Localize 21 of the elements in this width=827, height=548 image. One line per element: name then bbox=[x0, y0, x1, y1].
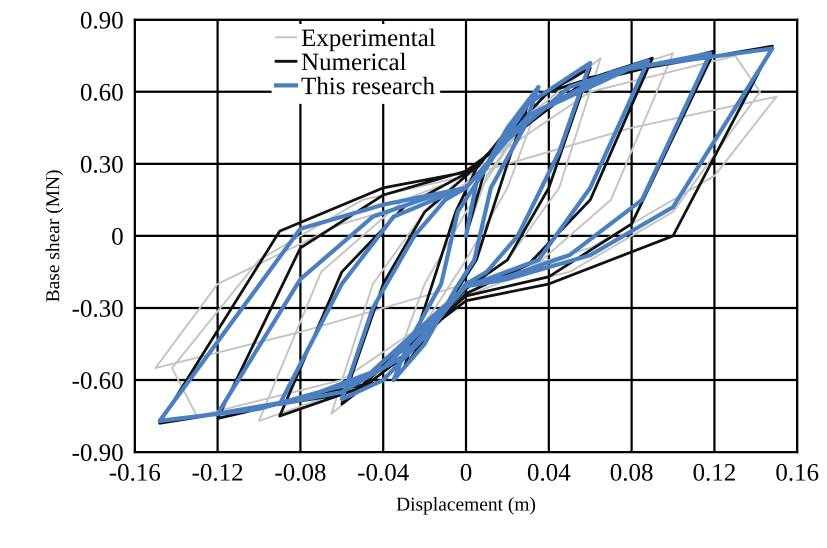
y-tick-label: 0.60 bbox=[80, 84, 123, 101]
y-tick-label: -0.30 bbox=[72, 300, 123, 318]
y-tick-label: -0.60 bbox=[72, 372, 123, 390]
x-tick-label: 0 bbox=[460, 464, 472, 481]
legend-label: Numerical bbox=[302, 52, 406, 70]
legend-label: This research bbox=[301, 76, 435, 94]
y-tick-label: 0 bbox=[112, 228, 123, 245]
y-tick-label: -0.90 bbox=[72, 444, 123, 462]
x-tick-label: 0.16 bbox=[776, 464, 818, 481]
x-tick-label: 0.04 bbox=[528, 464, 570, 481]
y-tick-label: 0.30 bbox=[80, 156, 123, 173]
x-tick-label: -0.08 bbox=[275, 464, 326, 481]
x-axis-title: Displacement (m) bbox=[396, 496, 536, 515]
x-tick-label: -0.12 bbox=[192, 464, 242, 481]
x-tick-label: 0.08 bbox=[610, 464, 653, 481]
legend-label: Experimental bbox=[302, 28, 436, 52]
y-tick-label: 0.90 bbox=[80, 12, 123, 29]
x-tick-label: 0.12 bbox=[694, 464, 735, 481]
y-axis-title: Base shear (MN) bbox=[46, 170, 64, 302]
x-tick-label: -0.16 bbox=[110, 464, 160, 481]
x-tick-label: -0.04 bbox=[358, 464, 409, 481]
